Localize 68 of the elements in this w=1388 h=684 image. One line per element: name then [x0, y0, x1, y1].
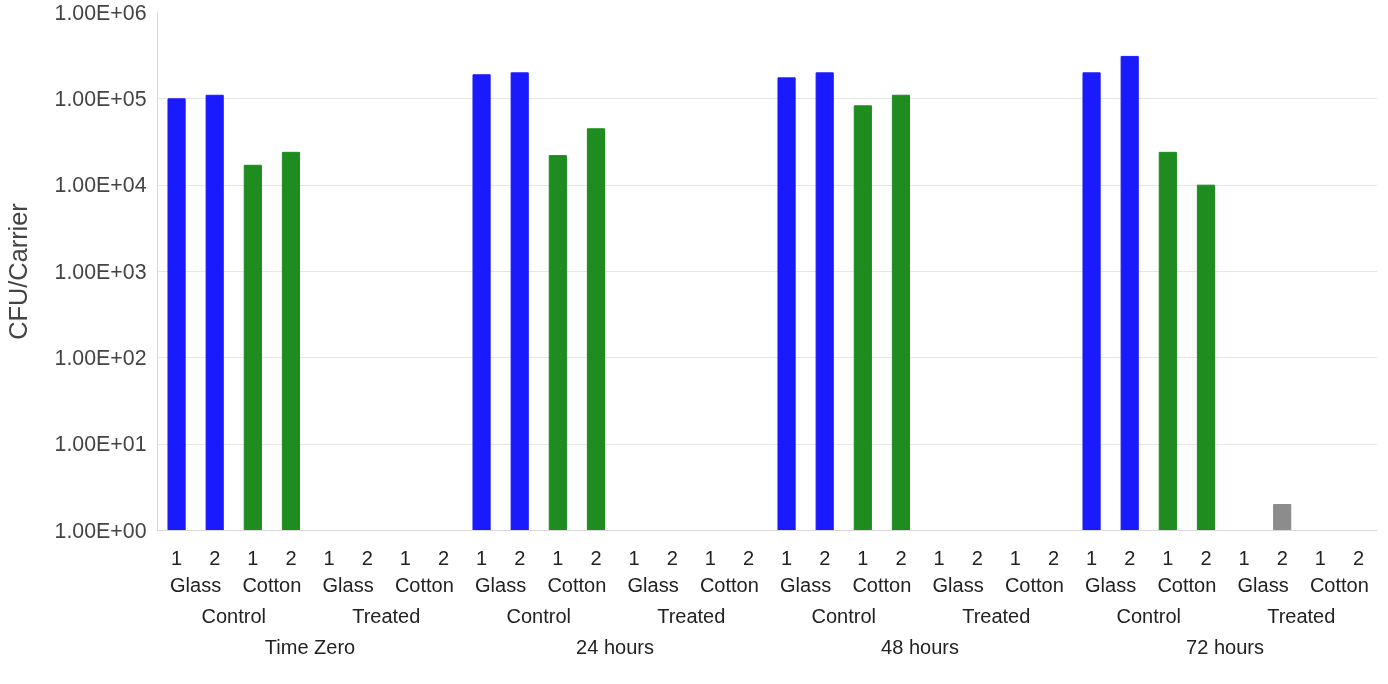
text: Time Zero — [264, 635, 356, 658]
text: Glass — [322, 573, 374, 596]
x-tick-label: 1 — [552, 546, 564, 569]
x-tick-label: 2 — [1276, 546, 1288, 569]
y-tick-label: 1.00E+04 — [54, 173, 147, 198]
text: Treated — [657, 604, 726, 627]
x-tick-label: 1 — [1314, 546, 1326, 569]
x-tick-label: 2 — [209, 546, 221, 569]
y-tick-label: 1.00E+02 — [54, 345, 147, 370]
x-tick-label: 2 — [437, 546, 449, 569]
x-tick-label: 1 — [1086, 546, 1098, 569]
text: Glass — [1085, 573, 1137, 596]
text: Control — [811, 604, 876, 627]
x-tick-label: 1 — [247, 546, 259, 569]
text: Control — [506, 604, 571, 627]
text: Cotton — [1004, 573, 1064, 596]
x-tick-label: 2 — [971, 546, 983, 569]
x-tick-label: 1 — [781, 546, 793, 569]
x-tick-label: 1 — [323, 546, 335, 569]
x-tick-label: 1 — [399, 546, 411, 569]
text: Cotton — [1157, 573, 1217, 596]
y-tick-label: 1.00E+00 — [54, 518, 147, 543]
x-tick-label: 2 — [742, 546, 754, 569]
text: 48 hours — [881, 635, 959, 658]
y-tick-label: 1.00E+01 — [54, 432, 147, 457]
x-tick-label: 2 — [1200, 546, 1212, 569]
x-tick-label: 1 — [1009, 546, 1021, 569]
text: Control — [1116, 604, 1181, 627]
text: 24 hours — [576, 635, 654, 658]
x-tick-label: 2 — [514, 546, 526, 569]
text: Treated — [962, 604, 1031, 627]
y-tick-label: 1.00E+06 — [54, 0, 147, 25]
text: Cotton — [242, 573, 302, 596]
text: Glass — [627, 573, 679, 596]
text: Glass — [475, 573, 527, 596]
x-tick-label: 1 — [857, 546, 869, 569]
text: Treated — [1267, 604, 1336, 627]
x-tick-label: 2 — [1047, 546, 1059, 569]
y-tick-label: 1.00E+05 — [54, 86, 147, 111]
text: Control — [201, 604, 266, 627]
text: Glass — [170, 573, 222, 596]
x-tick-label: 2 — [590, 546, 602, 569]
text: Cotton — [547, 573, 607, 596]
text: Cotton — [852, 573, 912, 596]
x-tick-label: 2 — [1124, 546, 1136, 569]
text: 72 hours — [1186, 635, 1264, 658]
y-axis-title: CFU/Carrier — [3, 202, 32, 340]
y-tick-label: 1.00E+03 — [54, 259, 147, 284]
x-tick-label: 1 — [171, 546, 183, 569]
text: Glass — [1237, 573, 1289, 596]
x-tick-label: 2 — [285, 546, 297, 569]
text: Treated — [352, 604, 421, 627]
x-tick-label: 1 — [476, 546, 488, 569]
text: Cotton — [699, 573, 759, 596]
x-tick-label: 2 — [1352, 546, 1364, 569]
text: Cotton — [1309, 573, 1369, 596]
text: Glass — [780, 573, 832, 596]
x-tick-label: 1 — [1238, 546, 1250, 569]
x-tick-label: 2 — [666, 546, 678, 569]
text: Glass — [932, 573, 984, 596]
text: Cotton — [394, 573, 454, 596]
x-tick-label: 2 — [361, 546, 373, 569]
x-tick-label: 1 — [628, 546, 640, 569]
x-tick-label: 2 — [895, 546, 907, 569]
x-tick-label: 1 — [1162, 546, 1174, 569]
x-tick-label: 2 — [819, 546, 831, 569]
x-tick-label: 1 — [933, 546, 945, 569]
x-tick-label: 1 — [704, 546, 716, 569]
